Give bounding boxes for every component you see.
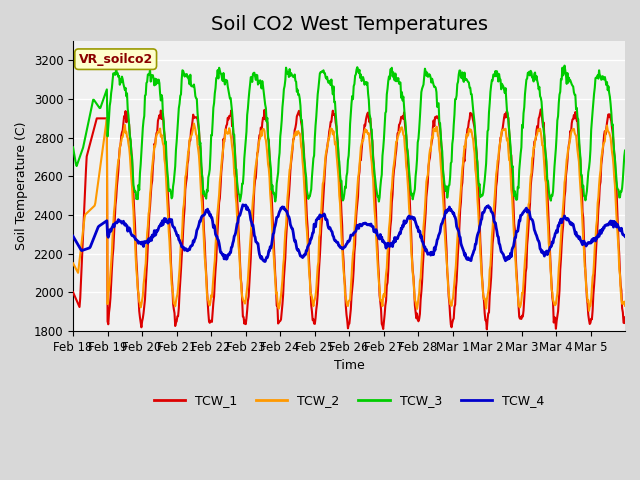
Y-axis label: Soil Temperature (C): Soil Temperature (C) <box>15 122 28 250</box>
Title: Soil CO2 West Temperatures: Soil CO2 West Temperatures <box>211 15 488 34</box>
Legend: TCW_1, TCW_2, TCW_3, TCW_4: TCW_1, TCW_2, TCW_3, TCW_4 <box>149 389 549 412</box>
Text: VR_soilco2: VR_soilco2 <box>79 53 153 66</box>
X-axis label: Time: Time <box>333 359 364 372</box>
